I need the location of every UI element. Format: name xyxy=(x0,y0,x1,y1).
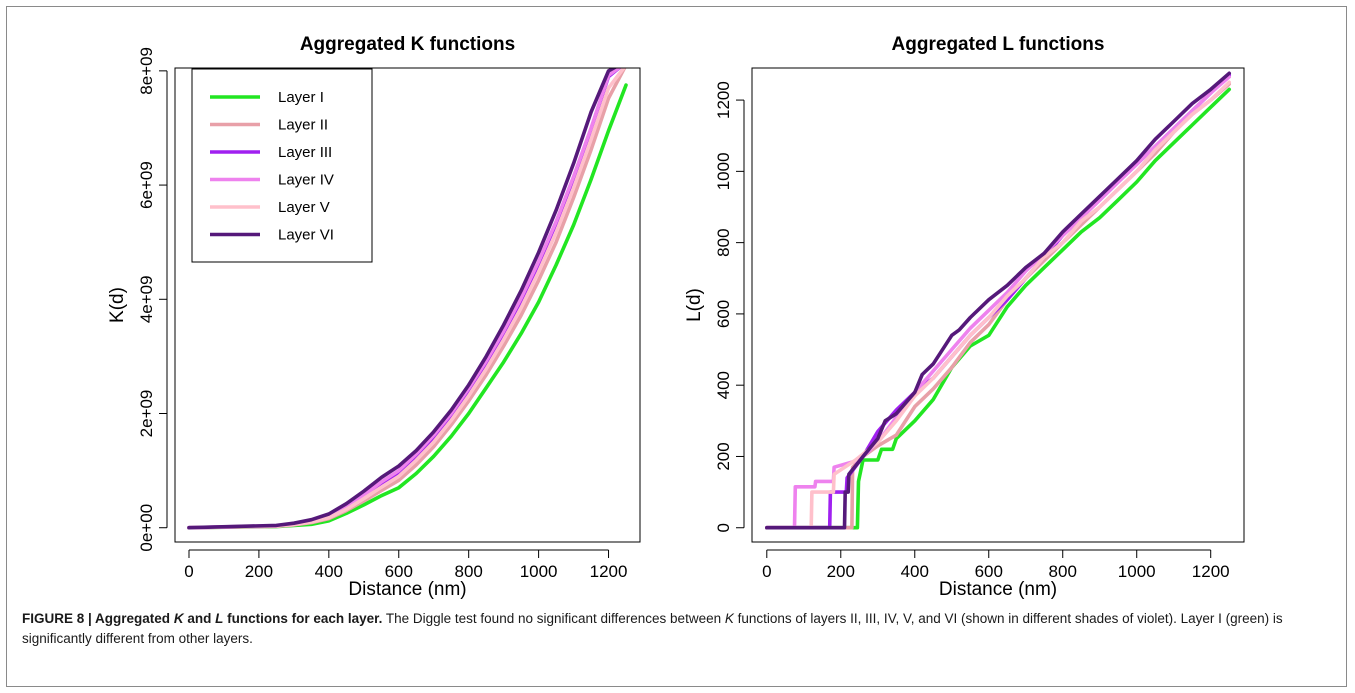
x-tick-label: 400 xyxy=(315,562,343,581)
y-tick-label: 400 xyxy=(714,371,733,399)
caption-title-l: L xyxy=(215,611,224,626)
caption-title-k: K xyxy=(173,611,184,626)
plot-frame xyxy=(751,67,1245,543)
y-axis-label: L(d) xyxy=(684,288,705,322)
y-tick-label: 8e+09 xyxy=(137,47,156,95)
x-tick-label: 600 xyxy=(385,562,413,581)
series-line-layer-5 xyxy=(764,80,1231,530)
x-tick-label: 1200 xyxy=(1192,562,1230,581)
figure-caption: FIGURE 8 | Aggregated K and L functions … xyxy=(22,609,1332,649)
series-line-layer-6 xyxy=(764,71,1231,530)
series-line-layer-5 xyxy=(187,68,627,530)
y-tick-label: 200 xyxy=(714,442,733,470)
series-line-layer-1 xyxy=(764,87,1231,530)
legend-label: Layer I xyxy=(278,89,324,106)
plot-frame xyxy=(174,67,641,543)
legend: Layer I Layer II Layer III Layer IV Layer V L… xyxy=(191,68,373,263)
figure-charts: 0 200 400 600 800 1000 1200 0e+00 2e+09 4e+09 6e+0… xyxy=(107,34,1245,600)
legend-label: Layer IV xyxy=(278,172,334,189)
x-tick-label: 800 xyxy=(454,562,482,581)
y-tick-label: 1000 xyxy=(714,152,733,190)
y-tick-label: 6e+09 xyxy=(137,161,156,209)
chart-2: 0 200 400 600 800 1000 1200 0 200 400 600 800 1000 12… xyxy=(684,34,1245,600)
caption-text-k: K xyxy=(724,611,734,626)
chart-1: 0 200 400 600 800 1000 1200 0e+00 2e+09 4e+09 6e+0… xyxy=(107,34,641,600)
x-tick-label: 200 xyxy=(245,562,273,581)
y-tick-label: 1200 xyxy=(714,81,733,119)
y-tick-label: 600 xyxy=(714,300,733,328)
x-tick-label: 400 xyxy=(901,562,929,581)
series-line-layer-6 xyxy=(187,68,618,530)
legend-label: Layer VI xyxy=(278,227,334,244)
caption-title-and: and xyxy=(183,611,216,626)
series-group xyxy=(187,68,628,530)
y-tick-label: 0e+00 xyxy=(137,504,156,552)
chart-title: Aggregated K functions xyxy=(300,34,515,55)
series-group xyxy=(764,71,1231,530)
x-tick-label: 1000 xyxy=(520,562,558,581)
y-tick-label: 0 xyxy=(714,523,733,532)
legend-label: Layer II xyxy=(278,117,328,134)
x-tick-label: 1000 xyxy=(1118,562,1156,581)
x-axis-label: Distance (nm) xyxy=(939,579,1057,600)
y-tick-label: 4e+09 xyxy=(137,275,156,323)
x-tick-label: 800 xyxy=(1049,562,1077,581)
y-tick-label: 2e+09 xyxy=(137,390,156,438)
y-axis-label: K(d) xyxy=(107,287,128,323)
chart-title: Aggregated L functions xyxy=(892,34,1105,55)
x-tick-label: 600 xyxy=(975,562,1003,581)
legend-label: Layer V xyxy=(278,199,330,216)
x-tick-label: 200 xyxy=(827,562,855,581)
caption-text-b: functions of layers II, III, IV, V, and … xyxy=(22,611,1283,646)
x-axis-label: Distance (nm) xyxy=(348,579,466,600)
caption-title-b: functions for each layer. xyxy=(223,611,383,626)
x-tick-label: 0 xyxy=(184,562,193,581)
series-line-layer-1 xyxy=(187,83,628,530)
caption-title-a: Aggregated xyxy=(95,611,174,626)
caption-text-a: The Diggle test found no significant dif… xyxy=(382,611,725,626)
x-tick-label: 0 xyxy=(762,562,771,581)
caption-figure-label: FIGURE 8 | xyxy=(22,611,96,626)
x-tick-label: 1200 xyxy=(590,562,628,581)
y-tick-label: 800 xyxy=(714,228,733,256)
legend-box xyxy=(191,68,373,263)
series-line-layer-4 xyxy=(764,75,1231,530)
legend-label: Layer III xyxy=(278,144,332,161)
